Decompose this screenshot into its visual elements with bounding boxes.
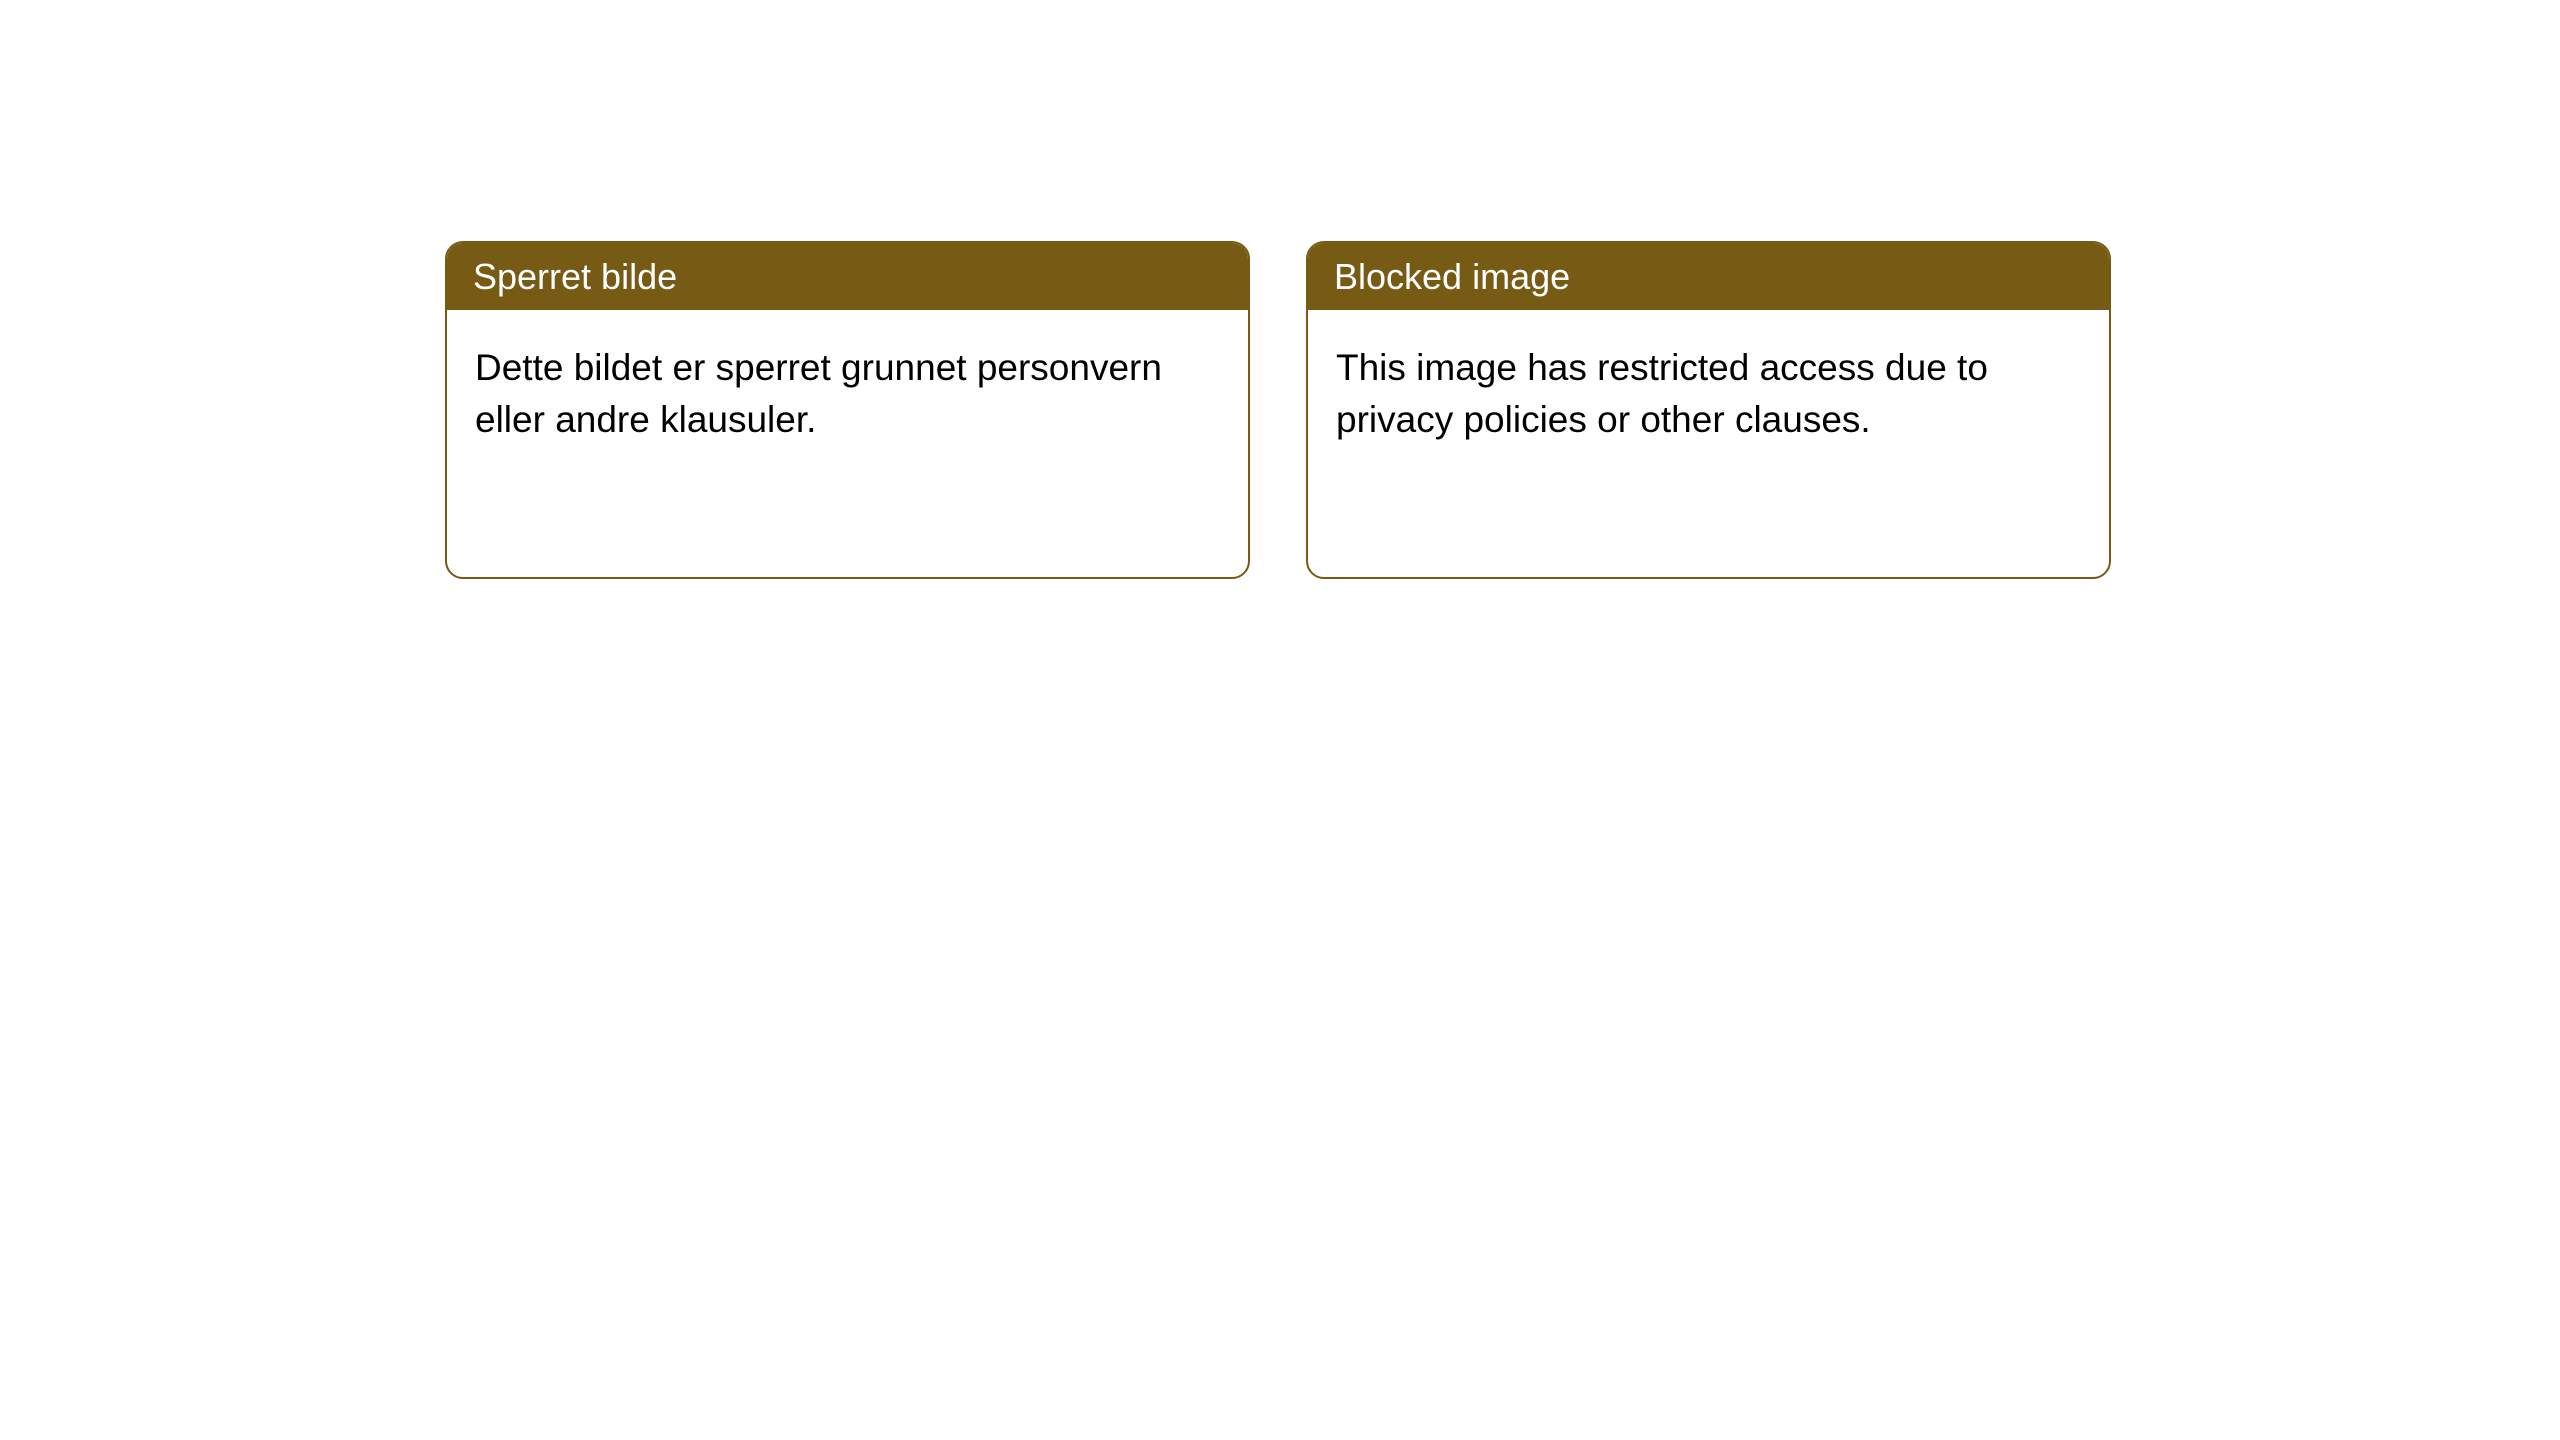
card-body-en: This image has restricted access due to … (1308, 310, 2109, 478)
card-body-no: Dette bildet er sperret grunnet personve… (447, 310, 1248, 478)
notice-card-no: Sperret bilde Dette bildet er sperret gr… (445, 241, 1250, 579)
card-header-en: Blocked image (1308, 243, 2109, 310)
notice-container: Sperret bilde Dette bildet er sperret gr… (0, 0, 2560, 579)
notice-card-en: Blocked image This image has restricted … (1306, 241, 2111, 579)
card-header-no: Sperret bilde (447, 243, 1248, 310)
